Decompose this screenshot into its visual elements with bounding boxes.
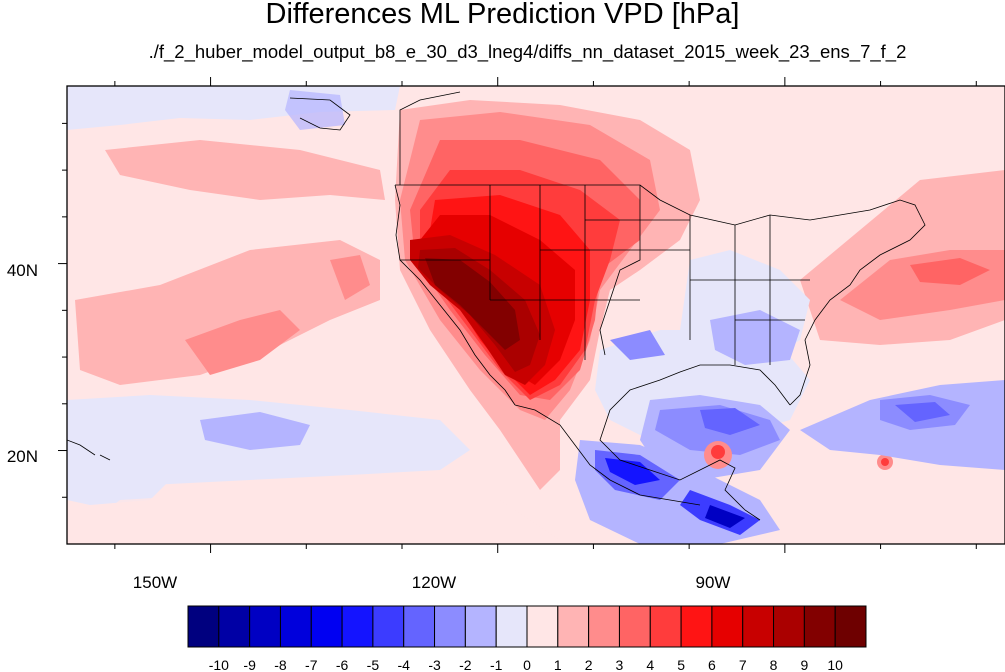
colorbar-swatch bbox=[279, 605, 312, 648]
vpd-difference-field bbox=[67, 86, 1005, 544]
y-tick-label: 20N bbox=[7, 447, 38, 466]
colorbar-label: 4 bbox=[646, 657, 654, 672]
colorbar-label: -3 bbox=[428, 657, 441, 672]
map-title: Differences ML Prediction VPD [hPa] bbox=[265, 0, 740, 30]
colorbar-label: 8 bbox=[770, 657, 778, 672]
colorbar-swatch bbox=[218, 605, 251, 648]
colorbar-label: 6 bbox=[708, 657, 716, 672]
colorbar-label: -2 bbox=[459, 657, 472, 672]
colorbar-label: 9 bbox=[800, 657, 808, 672]
colorbar-label: -5 bbox=[367, 657, 380, 672]
x-tick-label: 120W bbox=[412, 573, 456, 592]
colorbar-swatch bbox=[495, 605, 528, 648]
colorbar-label: 0 bbox=[523, 657, 531, 672]
colorbar-label: -10 bbox=[209, 657, 229, 672]
map-frame bbox=[66, 85, 1005, 545]
colorbar-label: 2 bbox=[585, 657, 593, 672]
y-tick-label: 40N bbox=[7, 261, 38, 280]
colorbar-swatch bbox=[742, 605, 775, 648]
colorbar-label: 7 bbox=[739, 657, 747, 672]
colorbar-swatch bbox=[711, 605, 744, 648]
colorbar: -10 -9 -8 -7 -6 -5 -4 -3 -2 -1 0 1 2 3 4 5 6 7 8 9 10 bbox=[187, 605, 867, 672]
colorbar-swatch bbox=[310, 605, 343, 648]
colorbar-swatch bbox=[588, 605, 620, 648]
map-subtitle: ./f_2_huber_model_output_b8_e_30_d3_lneg… bbox=[148, 41, 907, 62]
colorbar-swatch bbox=[803, 605, 836, 648]
colorbar-label: -7 bbox=[305, 657, 318, 672]
colorbar-label: 1 bbox=[554, 657, 562, 672]
colorbar-swatch bbox=[403, 605, 436, 648]
colorbar-swatch bbox=[649, 605, 682, 648]
colorbar-swatch bbox=[834, 605, 867, 648]
colorbar-swatch bbox=[557, 605, 590, 648]
colorbar-label: 3 bbox=[616, 657, 624, 672]
colorbar-swatch bbox=[341, 605, 374, 648]
colorbar-label: -9 bbox=[243, 657, 256, 672]
colorbar-swatch bbox=[372, 605, 405, 648]
colorbar-swatch bbox=[680, 605, 713, 648]
colorbar-swatch bbox=[618, 605, 651, 648]
x-tick-label: 90W bbox=[696, 573, 731, 592]
colorbar-swatch bbox=[526, 605, 559, 648]
colorbar-label: -1 bbox=[490, 657, 503, 672]
colorbar-label: -4 bbox=[398, 657, 411, 672]
colorbar-label: -6 bbox=[336, 657, 349, 672]
colorbar-swatch bbox=[464, 605, 497, 648]
colorbar-label: 5 bbox=[677, 657, 685, 672]
colorbar-swatch bbox=[249, 605, 281, 648]
colorbar-label: 10 bbox=[827, 657, 843, 672]
x-tick-label: 150W bbox=[133, 573, 177, 592]
colorbar-swatch bbox=[773, 605, 805, 648]
colorbar-swatch bbox=[187, 605, 220, 648]
map-axis-ticks bbox=[58, 77, 977, 553]
colorbar-swatch bbox=[434, 605, 466, 648]
colorbar-label: -8 bbox=[274, 657, 287, 672]
